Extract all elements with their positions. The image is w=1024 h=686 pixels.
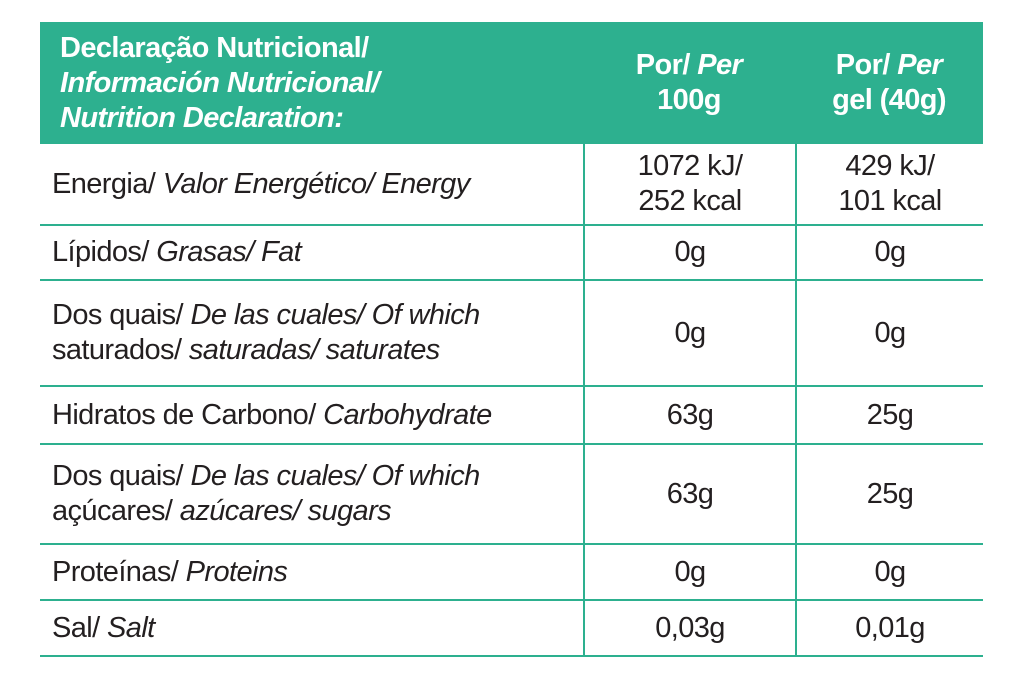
label-pt: Proteínas/ <box>52 555 179 588</box>
value-per-gel: 0g <box>795 281 983 385</box>
table-row-proteins: Proteínas/ Proteins 0g 0g <box>40 545 983 601</box>
label-es-en: Proteins <box>185 555 288 588</box>
value-per-gel: 25g <box>795 387 983 443</box>
value-per-100g: 1072 kJ/ 252 kcal <box>583 144 795 224</box>
row-label: Hidratos de Carbono/ Carbohydrate <box>40 387 583 443</box>
column-header-amount: 100g <box>657 84 721 116</box>
row-label: Energia/ Valor Energético/ Energy <box>40 144 583 224</box>
column-header-pt: Por/ <box>635 49 691 81</box>
table-row-carbohydrate: Hidratos de Carbono/ Carbohydrate 63g 25… <box>40 387 983 445</box>
label-pt: Energia/ <box>52 167 156 200</box>
value-kcal: 101 kcal <box>838 185 942 217</box>
value-per-gel: 0,01g <box>795 601 983 655</box>
row-label: Lípidos/ Grasas/ Fat <box>40 226 583 279</box>
column-header-line: Por/ Per <box>635 48 743 83</box>
value-per-gel: 0g <box>795 226 983 279</box>
label-pt: Dos quais/ <box>52 299 184 331</box>
row-label: Sal/ Salt <box>40 601 583 655</box>
column-header-en: Per <box>897 49 943 81</box>
column-header-en: Per <box>697 49 743 81</box>
label-pt: saturados/ <box>52 334 182 366</box>
value-kcal: 252 kcal <box>638 185 742 217</box>
value-kj: 429 kJ/ <box>845 150 935 182</box>
table-header-row: Declaração Nutricional/ Información Nutr… <box>40 22 983 144</box>
label-pt: Hidratos de Carbono/ <box>52 398 316 431</box>
value-per-gel: 25g <box>795 445 983 543</box>
label-es-en: Grasas/ Fat <box>156 236 302 268</box>
label-pt: Dos quais/ <box>52 460 184 492</box>
label-es-en: Valor Energético/ Energy <box>162 167 471 200</box>
table-row-energy: Energia/ Valor Energético/ Energy 1072 k… <box>40 144 983 226</box>
value-per-100g: 63g <box>583 387 795 443</box>
title-line-pt: Declaração Nutricional/ <box>60 31 369 64</box>
label-es-en: azúcares/ sugars <box>179 495 392 527</box>
column-header-line: Por/ Per <box>835 48 943 83</box>
row-label: Dos quais/ De las cuales/ Of which açúca… <box>40 445 583 543</box>
value-per-gel: 429 kJ/ 101 kcal <box>795 144 983 224</box>
column-header-per-gel: Por/ Per gel (40g) <box>795 22 983 144</box>
value-per-gel: 0g <box>795 545 983 599</box>
nutrition-table: Declaração Nutricional/ Información Nutr… <box>40 22 983 657</box>
value-per-100g: 0g <box>583 545 795 599</box>
column-header-amount: gel (40g) <box>832 84 946 116</box>
label-es-en: Salt <box>107 611 155 644</box>
label-pt: Lípidos/ <box>52 236 149 268</box>
column-header-pt: Por/ <box>835 49 891 81</box>
title-line-es: Información Nutricional/ <box>60 66 380 99</box>
label-es-en: De las cuales/ Of which <box>190 299 480 331</box>
label-es-en: Carbohydrate <box>323 398 492 431</box>
label-es-en: De las cuales/ Of which <box>190 460 480 492</box>
column-header-per-100g: Por/ Per 100g <box>583 22 795 144</box>
row-label: Proteínas/ Proteins <box>40 545 583 599</box>
table-row-fat: Lípidos/ Grasas/ Fat 0g 0g <box>40 226 983 281</box>
table-title: Declaração Nutricional/ Información Nutr… <box>40 22 583 144</box>
table-row-sugars: Dos quais/ De las cuales/ Of which açúca… <box>40 445 983 545</box>
label-pt: Sal/ <box>52 611 100 644</box>
value-per-100g: 0g <box>583 281 795 385</box>
table-row-saturates: Dos quais/ De las cuales/ Of which satur… <box>40 281 983 387</box>
value-kj: 1072 kJ/ <box>637 150 743 182</box>
label-pt: açúcares/ <box>52 495 173 527</box>
value-per-100g: 0g <box>583 226 795 279</box>
value-per-100g: 0,03g <box>583 601 795 655</box>
title-line-en: Nutrition Declaration: <box>60 101 344 134</box>
row-label: Dos quais/ De las cuales/ Of which satur… <box>40 281 583 385</box>
table-row-salt: Sal/ Salt 0,03g 0,01g <box>40 601 983 655</box>
value-per-100g: 63g <box>583 445 795 543</box>
label-es-en: saturadas/ saturates <box>188 334 440 366</box>
